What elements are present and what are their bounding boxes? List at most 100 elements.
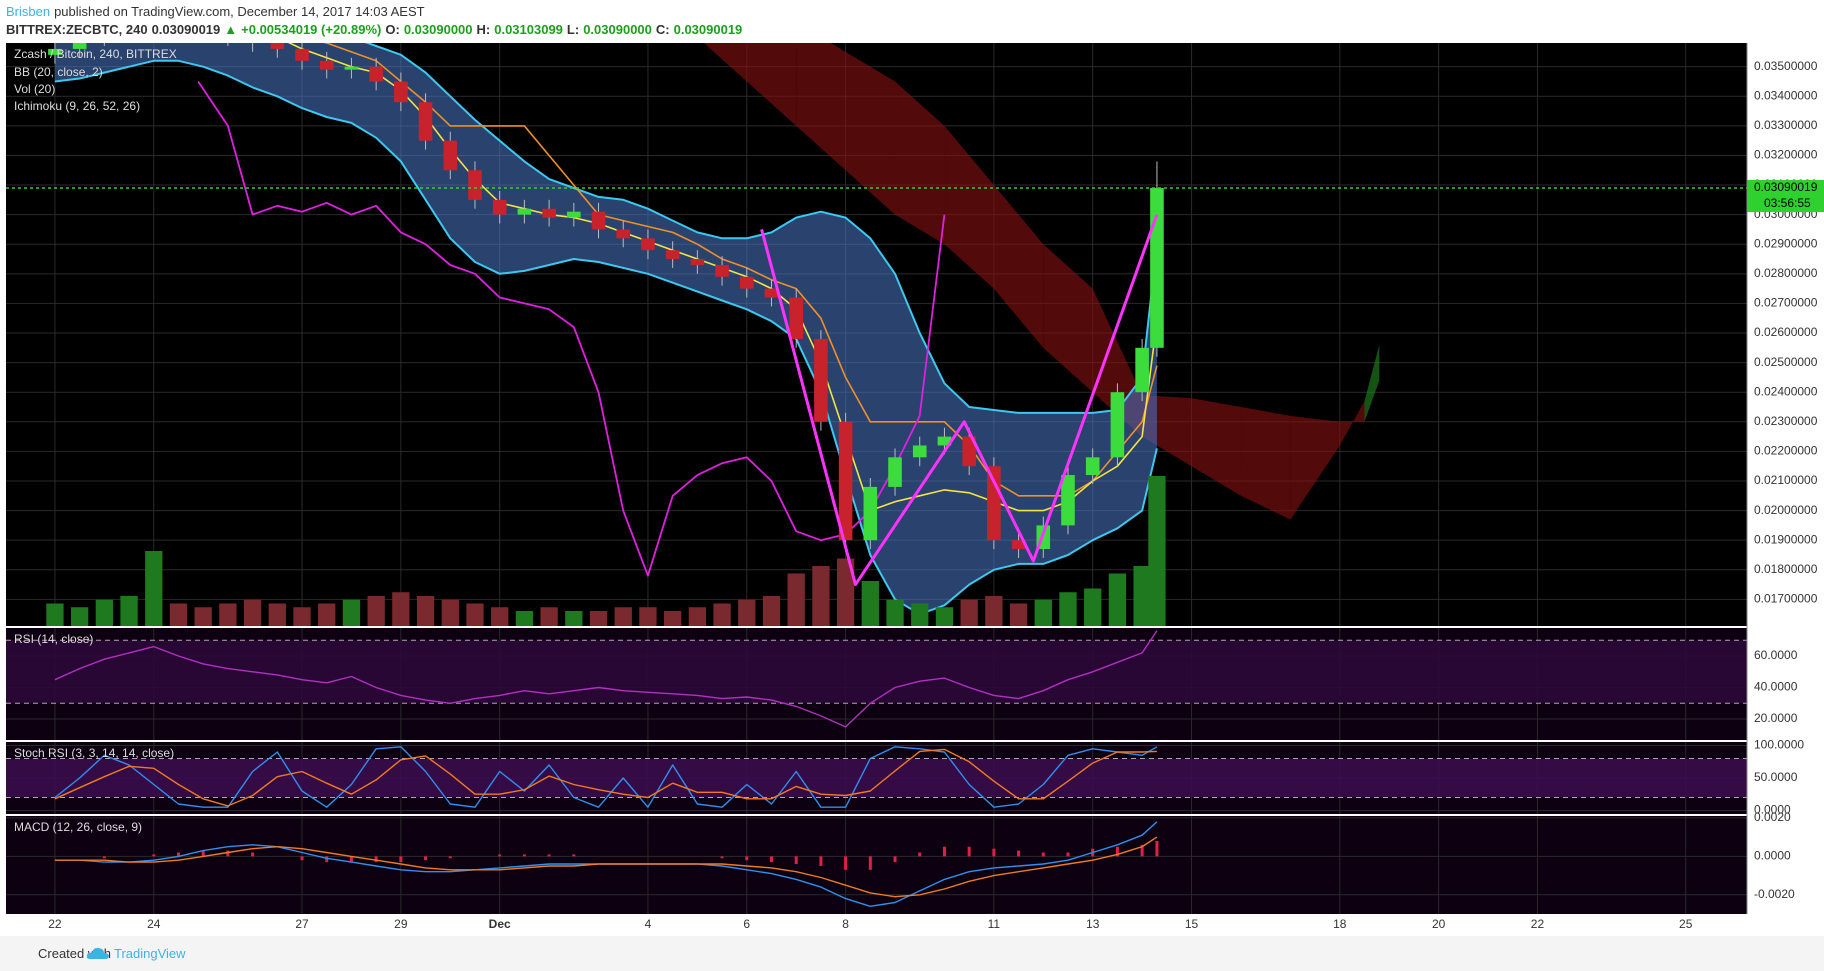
ichimoku-cloud bbox=[703, 43, 747, 82]
y-tick-label: 0.02600000 bbox=[1754, 325, 1818, 339]
volume-bar bbox=[960, 599, 978, 626]
y-tick-label: 0.0000 bbox=[1754, 849, 1791, 863]
ichimoku-cloud bbox=[993, 185, 1044, 348]
publish-line: Brisben published on TradingView.com, Dec… bbox=[6, 4, 429, 19]
candle-body bbox=[962, 436, 976, 467]
volume-bar bbox=[441, 599, 459, 626]
macd-histogram-bar bbox=[745, 856, 749, 861]
close: 0.03090019 bbox=[673, 22, 743, 37]
y-tick-label: 0.03500000 bbox=[1754, 59, 1818, 73]
candle-body bbox=[344, 66, 359, 70]
panel-title: RSI (14, close) bbox=[14, 632, 93, 646]
volume-bar bbox=[169, 603, 188, 626]
candle-body bbox=[665, 250, 680, 260]
x-tick-label: 22 bbox=[1531, 917, 1545, 931]
volume-bar bbox=[614, 607, 632, 626]
x-tick-label: 27 bbox=[295, 917, 309, 931]
candle-body bbox=[789, 297, 803, 339]
y-tick-label: 0.01700000 bbox=[1754, 592, 1818, 606]
author[interactable]: Brisben bbox=[6, 4, 51, 19]
candle-body bbox=[98, 31, 112, 37]
countdown-tag bbox=[1747, 196, 1824, 213]
y-tick-label: 0.03300000 bbox=[1754, 118, 1818, 132]
y-tick-label: 40.0000 bbox=[1754, 680, 1798, 694]
y-tick-label: 0.01900000 bbox=[1754, 532, 1818, 546]
macd-histogram-bar bbox=[844, 856, 848, 870]
macd-histogram-bar bbox=[226, 850, 230, 857]
volume-bar bbox=[738, 599, 756, 626]
brand[interactable]: TradingView bbox=[114, 946, 186, 961]
macd-histogram-bar bbox=[1041, 852, 1045, 857]
y-tick-label: 100.0000 bbox=[1754, 738, 1804, 752]
macd-histogram-bar bbox=[769, 856, 773, 863]
panel bbox=[6, 816, 1747, 914]
volume-bar bbox=[515, 611, 534, 626]
candle-body bbox=[937, 436, 952, 446]
tenkan-line bbox=[287, 43, 1158, 512]
macd-histogram-bar bbox=[547, 854, 551, 857]
y-tick-label: 0.01800000 bbox=[1754, 562, 1818, 576]
macd-histogram-bar bbox=[374, 856, 378, 863]
volume-bar bbox=[243, 599, 262, 626]
volume-bar bbox=[787, 573, 805, 626]
legend-entry: Ichimoku (9, 26, 52, 26) bbox=[14, 99, 140, 113]
candle-body bbox=[1110, 392, 1125, 458]
volume-bar bbox=[1148, 476, 1166, 626]
change: +0.00534019 (+20.89%) bbox=[241, 22, 382, 37]
volume-bar bbox=[812, 566, 830, 626]
macd-histogram-bar bbox=[325, 856, 329, 863]
ichimoku-cloud bbox=[944, 125, 994, 289]
y-tick-label: 0.02400000 bbox=[1754, 384, 1818, 398]
volume-bar bbox=[268, 603, 286, 626]
macd-histogram-bar bbox=[1140, 844, 1144, 857]
x-tick-label: 20 bbox=[1432, 917, 1446, 931]
x-tick-label: 11 bbox=[988, 917, 1001, 931]
ichimoku-cloud bbox=[845, 51, 896, 215]
y-tick-label: 0.02800000 bbox=[1754, 266, 1818, 280]
bb-fill bbox=[54, 43, 1157, 615]
candle-body bbox=[641, 238, 655, 251]
symbol: BITTREX:ZECBTC, 240 bbox=[6, 22, 148, 37]
volume-bar bbox=[688, 607, 707, 626]
ichimoku-cloud bbox=[1364, 344, 1380, 422]
volume-bar bbox=[1108, 573, 1127, 626]
macd-histogram-bar bbox=[102, 856, 106, 859]
macd-histogram-bar bbox=[251, 852, 255, 857]
volume-bar bbox=[589, 611, 608, 626]
candle-body bbox=[690, 259, 705, 265]
macd-histogram-bar bbox=[794, 856, 798, 865]
pattern-drawing bbox=[760, 214, 1159, 587]
y-tick-label: 0.0020 bbox=[1754, 810, 1791, 824]
arrow: ▲ bbox=[224, 22, 238, 37]
macd-histogram-bar bbox=[349, 856, 353, 863]
candle-body bbox=[295, 48, 309, 61]
macd-histogram-bar bbox=[152, 854, 156, 857]
l-label: L: bbox=[566, 22, 580, 37]
volume-bar bbox=[491, 607, 509, 626]
ichimoku-cloud bbox=[648, 0, 697, 37]
ichimoku-cloud bbox=[1339, 401, 1365, 446]
macd-histogram-bar bbox=[893, 856, 897, 863]
volume-bar bbox=[318, 603, 336, 626]
last-price-tag bbox=[1747, 180, 1824, 197]
volume-bar bbox=[935, 607, 954, 626]
panel bbox=[6, 628, 1747, 740]
y-tick-label: 0.0000 bbox=[1754, 803, 1791, 817]
macd-histogram-bar bbox=[572, 854, 576, 857]
candle-body bbox=[863, 486, 878, 541]
candle-body bbox=[48, 48, 62, 55]
macd-histogram-bar bbox=[498, 854, 502, 857]
candle-body bbox=[838, 421, 853, 541]
volume-bar bbox=[639, 607, 657, 626]
bb-lower bbox=[54, 59, 1158, 616]
macd-histogram-bar bbox=[1017, 850, 1021, 857]
volume-bar bbox=[911, 603, 929, 626]
ichimoku-cloud bbox=[746, 43, 797, 126]
ichimoku-cloud bbox=[1043, 244, 1093, 393]
ichimoku-cloud bbox=[599, 0, 648, 7]
candle-body bbox=[319, 60, 334, 70]
bb-upper bbox=[364, 43, 1158, 414]
candle-body bbox=[1011, 540, 1026, 550]
y-tick-label: 60.0000 bbox=[1754, 648, 1798, 662]
